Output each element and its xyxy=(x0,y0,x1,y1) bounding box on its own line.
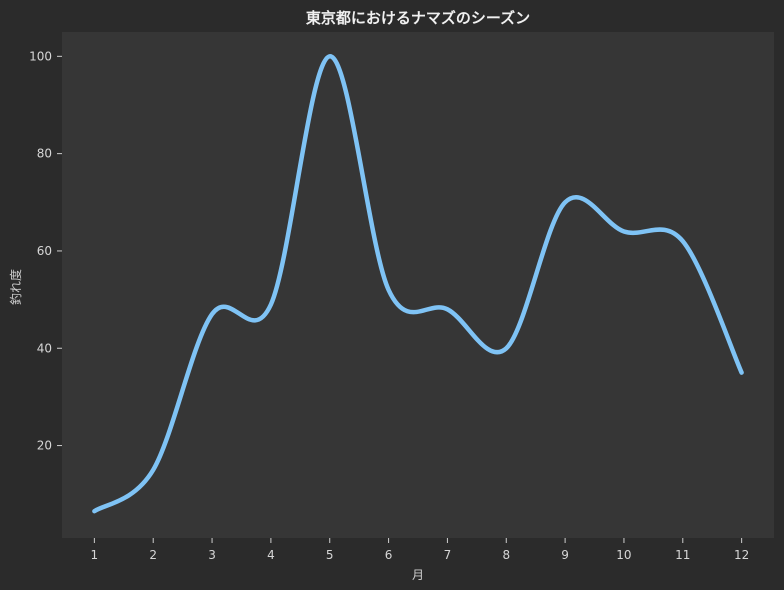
x-tick-label: 11 xyxy=(675,548,690,562)
x-tick-label: 12 xyxy=(734,548,749,562)
y-tick-label: 60 xyxy=(37,244,52,258)
x-tick-label: 2 xyxy=(149,548,157,562)
y-tick-label: 40 xyxy=(37,341,52,355)
plot-area xyxy=(62,32,774,538)
chart-title: 東京都におけるナマズのシーズン xyxy=(306,9,530,27)
y-tick-label: 100 xyxy=(29,49,52,63)
x-tick-label: 4 xyxy=(267,548,275,562)
x-tick-label: 5 xyxy=(326,548,334,562)
x-tick-label: 9 xyxy=(561,548,569,562)
y-axis: 20 40 60 80 100 xyxy=(29,49,62,453)
x-axis: 1 2 3 4 5 6 7 8 9 10 11 12 xyxy=(91,538,749,562)
x-tick-label: 3 xyxy=(208,548,216,562)
x-tick-label: 6 xyxy=(385,548,393,562)
x-tick-label: 1 xyxy=(91,548,99,562)
y-axis-label: 釣れ度 xyxy=(8,269,23,305)
y-tick-label: 80 xyxy=(37,147,52,161)
x-tick-label: 8 xyxy=(502,548,510,562)
x-axis-label: 月 xyxy=(412,568,424,582)
series-line xyxy=(92,54,744,514)
x-tick-label: 10 xyxy=(616,548,631,562)
y-tick-label: 20 xyxy=(37,439,52,453)
x-tick-label: 7 xyxy=(444,548,452,562)
